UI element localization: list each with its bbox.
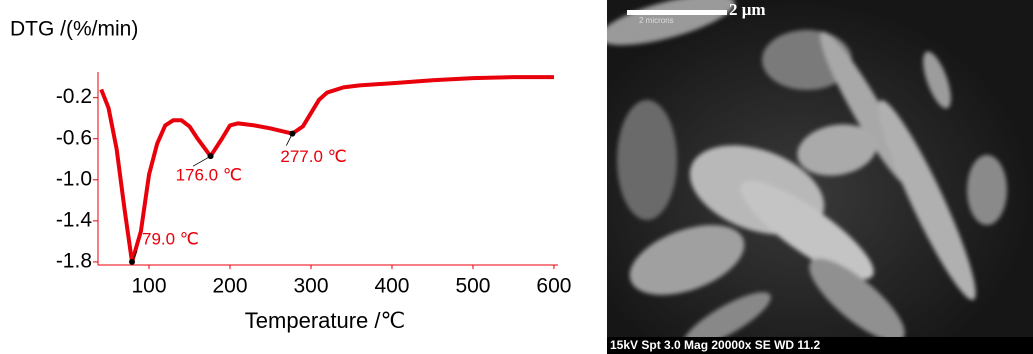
caption-bar — [607, 337, 1033, 354]
scale-bar — [627, 10, 727, 15]
y-tick-label: -1.4 — [56, 208, 93, 231]
annotation-leader — [286, 133, 293, 146]
annotation-leader — [192, 155, 211, 167]
x-axis-label: Temperature /℃ — [245, 308, 405, 333]
annotation: 277.0 ℃ — [280, 147, 346, 166]
x-tick-label: 500 — [455, 275, 490, 298]
y-tick-label: -1.0 — [56, 167, 92, 190]
crystals — [607, 0, 1007, 348]
y-axis-label: DTG /(%/min) — [10, 18, 138, 41]
image-caption: 15kV Spt 3.0 Mag 20000x SE WD 11.2 — [610, 338, 820, 352]
line — [99, 75, 554, 264]
x-tick-label: 600 — [536, 275, 571, 298]
annotation: 79.0 ℃ — [142, 229, 199, 248]
chart: DTG /(%/min) Temperature /℃ -0.2 -0.6 -1.0… — [10, 18, 571, 333]
y-tick-label: -0.2 — [56, 85, 92, 108]
x-tick-label: 400 — [374, 275, 409, 298]
x-tick-label: 300 — [293, 275, 328, 298]
x-tick-label: 100 — [131, 275, 166, 298]
y-tick-label: -0.6 — [56, 126, 92, 149]
annotation-leader — [131, 250, 138, 263]
y-tick-label: -1.8 — [56, 249, 92, 272]
scale-bar-label: 2 μm — [729, 0, 766, 19]
annotation: 176.0 ℃ — [176, 166, 242, 185]
x-tick-label: 200 — [212, 275, 247, 298]
sem-image: 2 microns 2 μm 15kV Spt 3.0 Mag 20000x S… — [607, 0, 1033, 354]
scale-bar-small-label: 2 microns — [639, 16, 674, 25]
